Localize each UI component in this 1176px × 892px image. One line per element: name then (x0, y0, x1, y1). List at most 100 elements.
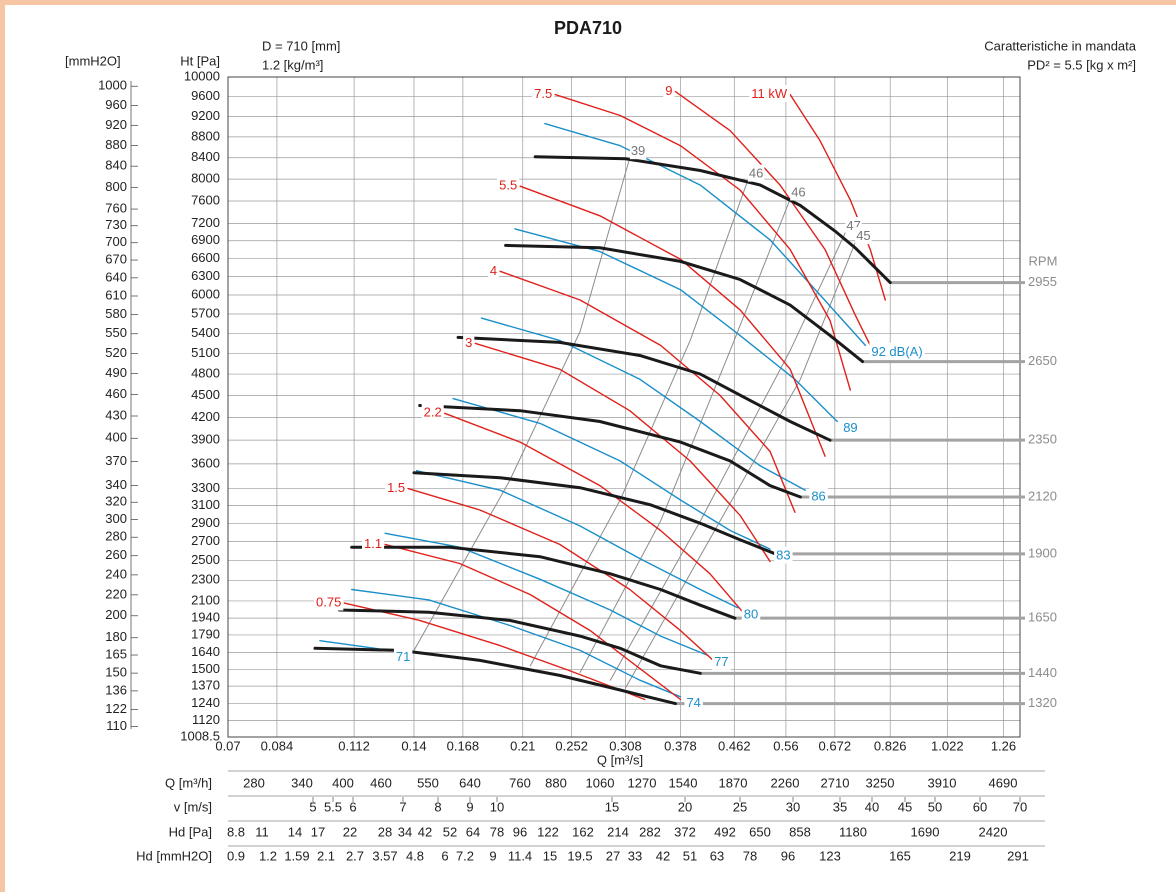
rpm-curve (533, 155, 892, 285)
chart-title: PDA710 (554, 18, 622, 38)
table-cell: 19.5 (567, 848, 592, 863)
table-cell: 1690 (911, 824, 940, 839)
rpm-curve (418, 404, 802, 499)
label-bg (749, 85, 790, 103)
rpm-label: 2350 (1028, 432, 1057, 447)
power-label: 11 kW (751, 86, 788, 101)
y2-tick-label: 670 (105, 252, 127, 267)
table-cell: 11.4 (508, 848, 532, 863)
y-tick-label: 3100 (191, 497, 220, 512)
table-cell: 1270 (628, 775, 657, 790)
power-series (444, 412, 744, 613)
y-tick-label: 3300 (191, 480, 220, 495)
label-bg (869, 342, 925, 360)
table-cell: 214 (607, 824, 629, 839)
power-series (407, 487, 714, 662)
x-tick-label: 0.07 (215, 738, 240, 753)
noise-label: 89 (843, 420, 857, 435)
table-cell: 96 (781, 848, 795, 863)
rpm-curve (504, 243, 864, 364)
table-cell: 40 (865, 799, 879, 814)
y-tick-label: 10000 (184, 68, 220, 83)
power-series (499, 270, 796, 513)
rpm-label: 1320 (1028, 695, 1057, 710)
y2-tick-label: 920 (105, 117, 127, 132)
y2-tick-label: 370 (105, 453, 127, 468)
y-tick-label: 4500 (191, 387, 220, 402)
y-axis-label: Ht [Pa] (180, 53, 220, 68)
label-bg (790, 183, 807, 201)
table-cell: 11 (255, 824, 269, 839)
label-bg (712, 652, 731, 670)
table-cell: 6 (349, 799, 356, 814)
label-bg (497, 176, 520, 194)
table-row-label: v [m/s] (174, 799, 212, 814)
power-series (519, 185, 826, 457)
y-tick-label: 2100 (191, 592, 220, 607)
y-tick-label: 1640 (191, 644, 220, 659)
y2-tick-label: 840 (105, 158, 127, 173)
system-series (529, 179, 749, 667)
table-cell: 14 (288, 824, 302, 839)
label-bg (841, 418, 860, 436)
table-cell: 650 (749, 824, 771, 839)
rpm-curve (350, 545, 737, 620)
system-label: 39 (631, 143, 645, 158)
table-cell: 15 (605, 799, 619, 814)
table-cell: 35 (833, 799, 847, 814)
table-cell: 3910 (928, 775, 957, 790)
table-cell: 3.57 (372, 848, 397, 863)
table-cell: 7 (399, 799, 406, 814)
y2-tick-label: 300 (105, 511, 127, 526)
noise-series (384, 532, 709, 657)
rpm-curve (412, 471, 777, 556)
label-bg (385, 478, 408, 496)
y2-tick-label: 430 (105, 407, 127, 422)
power-series (554, 93, 851, 391)
system-series (579, 198, 791, 673)
noise-label: 83 (776, 548, 790, 563)
table-cell: 280 (243, 775, 265, 790)
table-row-label: Hd [mmH2O] (136, 848, 212, 863)
table-cell: 30 (786, 799, 800, 814)
y2-tick-label: 400 (105, 430, 127, 445)
table-cell: 70 (1013, 799, 1027, 814)
rpm-label: 1900 (1028, 545, 1057, 560)
y-tick-label: 2700 (191, 533, 220, 548)
y-tick-label: 5700 (191, 305, 220, 320)
power-label: 2.2 (424, 405, 442, 420)
y-tick-label: 9600 (191, 88, 220, 103)
x-tick-label: 0.112 (338, 738, 370, 753)
y2-tick-label: 150 (105, 665, 127, 680)
x-tick-label: 0.21 (510, 738, 535, 753)
power-label: 9 (665, 83, 672, 98)
system-label: 46 (749, 166, 763, 181)
annotation: Caratteristiche in mandata (984, 38, 1137, 53)
y2-tick-label: 1000 (98, 78, 127, 93)
y-tick-label: 1120 (192, 712, 220, 727)
y2-tick-label: 180 (105, 629, 127, 644)
power-series (474, 342, 771, 563)
table-cell: 1.2 (259, 848, 277, 863)
rpm-curve (337, 608, 702, 675)
y2-tick-label: 200 (105, 607, 127, 622)
table-cell: 4690 (989, 775, 1018, 790)
label-bg (855, 227, 872, 245)
y2-tick-label: 490 (105, 365, 127, 380)
y-tick-label: 7600 (191, 192, 220, 207)
y-tick-label: 8000 (191, 171, 220, 186)
x-tick-label: 0.168 (447, 738, 480, 753)
x-tick-label: 0.252 (555, 738, 588, 753)
table-cell: 5.5 (324, 799, 342, 814)
y2-tick-label: 260 (105, 547, 127, 562)
rpm-curve (456, 335, 832, 442)
table-cell: 1.59 (284, 848, 309, 863)
power-label: 1.1 (364, 536, 382, 551)
table-cell: 5 (309, 799, 316, 814)
table-cell: 6 (441, 848, 448, 863)
table-cell: 7.2 (456, 848, 474, 863)
table-cell: 282 (639, 824, 661, 839)
system-series (625, 242, 856, 689)
y-tick-label: 1008.5 (180, 728, 220, 743)
table-cell: 550 (417, 775, 439, 790)
